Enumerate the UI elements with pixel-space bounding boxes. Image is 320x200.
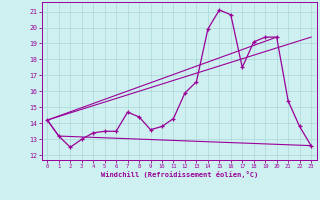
X-axis label: Windchill (Refroidissement éolien,°C): Windchill (Refroidissement éolien,°C): [100, 171, 258, 178]
